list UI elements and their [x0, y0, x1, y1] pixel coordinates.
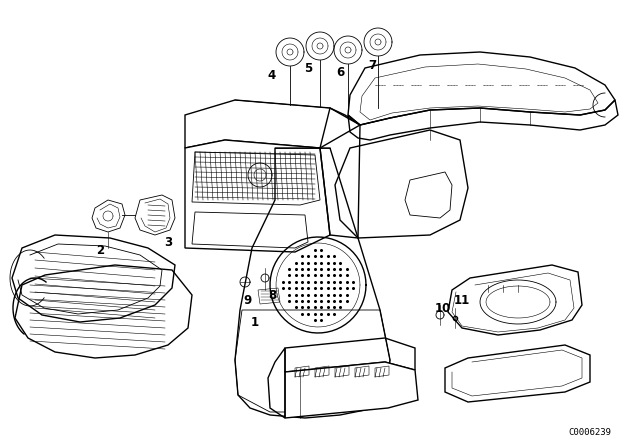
Text: 10: 10 — [435, 302, 451, 314]
Text: 1: 1 — [251, 315, 259, 328]
Polygon shape — [285, 362, 418, 418]
Text: 3: 3 — [164, 236, 172, 249]
Text: 2: 2 — [96, 244, 104, 257]
Text: 6: 6 — [336, 65, 344, 78]
Polygon shape — [185, 140, 330, 252]
Text: 4: 4 — [268, 69, 276, 82]
Text: 11: 11 — [454, 293, 470, 306]
Text: C0006239: C0006239 — [568, 427, 611, 436]
Text: 9: 9 — [244, 293, 252, 306]
Text: 8: 8 — [268, 289, 276, 302]
Text: 7: 7 — [368, 59, 376, 72]
Text: 5: 5 — [304, 61, 312, 74]
